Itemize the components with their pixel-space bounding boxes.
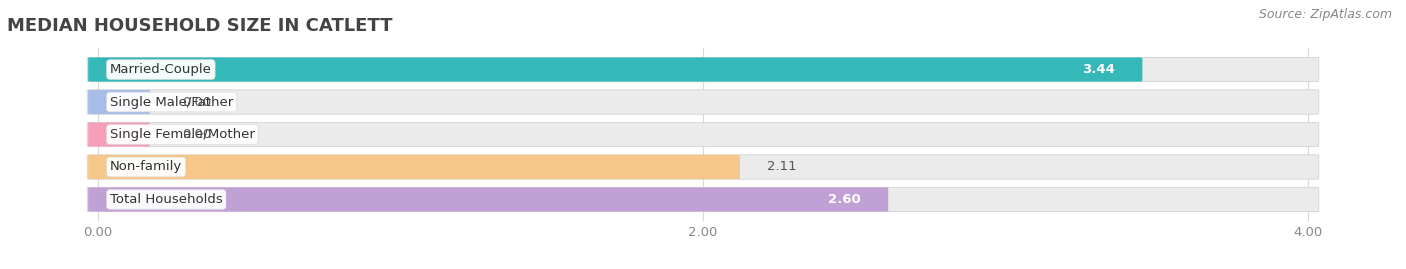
Text: Total Households: Total Households	[110, 193, 222, 206]
Text: Non-family: Non-family	[110, 161, 183, 174]
FancyBboxPatch shape	[87, 122, 1319, 147]
Text: 3.44: 3.44	[1081, 63, 1115, 76]
Text: Single Female/Mother: Single Female/Mother	[110, 128, 254, 141]
Text: 2.60: 2.60	[828, 193, 860, 206]
Text: 0.00: 0.00	[183, 95, 212, 108]
Text: Single Male/Father: Single Male/Father	[110, 95, 233, 108]
FancyBboxPatch shape	[89, 155, 740, 179]
Text: 0.00: 0.00	[183, 128, 212, 141]
FancyBboxPatch shape	[87, 187, 1319, 212]
Text: 2.11: 2.11	[766, 161, 796, 174]
FancyBboxPatch shape	[87, 57, 1319, 82]
Text: Source: ZipAtlas.com: Source: ZipAtlas.com	[1258, 8, 1392, 21]
FancyBboxPatch shape	[89, 58, 1142, 82]
Text: MEDIAN HOUSEHOLD SIZE IN CATLETT: MEDIAN HOUSEHOLD SIZE IN CATLETT	[7, 17, 392, 35]
Text: Married-Couple: Married-Couple	[110, 63, 212, 76]
FancyBboxPatch shape	[87, 90, 1319, 114]
FancyBboxPatch shape	[89, 187, 889, 211]
FancyBboxPatch shape	[87, 155, 1319, 179]
FancyBboxPatch shape	[89, 122, 150, 147]
FancyBboxPatch shape	[89, 90, 150, 114]
